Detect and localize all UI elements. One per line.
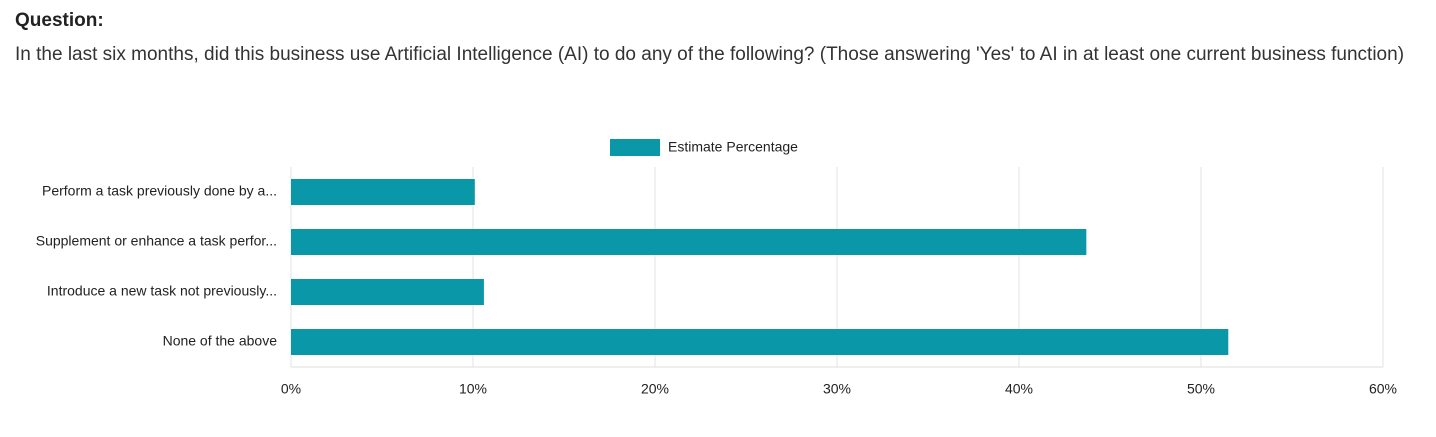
y-tick-label: Perform a task previously done by a... [42,183,277,199]
legend-swatch [610,139,660,156]
bar [291,229,1087,255]
bar [291,279,484,305]
y-tick-label: Introduce a new task not previously... [47,283,277,299]
question-label: Question: [15,10,104,31]
x-tick-label: 50% [1187,381,1215,397]
legend-label: Estimate Percentage [668,139,798,155]
x-tick-label: 40% [1005,381,1033,397]
bar [291,179,475,205]
x-tick-label: 10% [459,381,487,397]
question-text: In the last six months, did this busines… [15,44,1405,65]
x-tick-label: 30% [823,381,851,397]
y-tick-label: None of the above [163,333,278,349]
bar [291,329,1229,355]
x-tick-label: 20% [641,381,669,397]
x-tick-label: 0% [281,381,301,397]
y-tick-label: Supplement or enhance a task perfor... [36,233,277,249]
x-tick-label: 60% [1369,381,1397,397]
